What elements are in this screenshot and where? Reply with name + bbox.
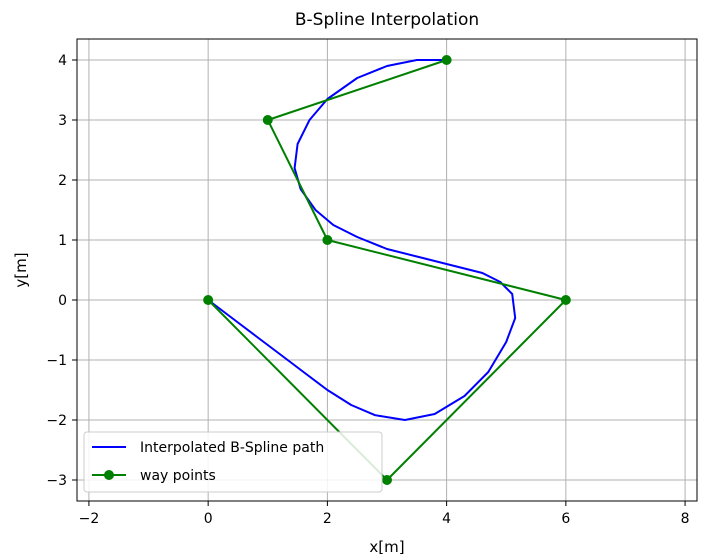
x-tick-label: 6: [561, 511, 570, 527]
grid: [77, 39, 697, 501]
y-tick-label: 2: [58, 173, 67, 189]
legend-box: [83, 431, 383, 493]
waypoint-marker: [382, 475, 392, 485]
waypoint-marker: [441, 55, 452, 65]
waypoint-marker: [322, 235, 333, 245]
x-tick-label: 0: [204, 511, 213, 527]
legend-entry-waypoints: way points: [140, 468, 216, 484]
legend-marker-waypoints: [104, 470, 114, 480]
waypoint-marker: [203, 295, 214, 305]
plot-frame: [76, 38, 698, 502]
waypoint-marker: [560, 295, 571, 305]
ticks: −2 0 2 4 6 8 −3 −2 −1 0 1 2 3 4: [46, 53, 689, 527]
waypoint-marker: [262, 115, 273, 125]
legend-entry-spline: Interpolated B-Spline path: [140, 440, 324, 456]
y-tick-label: −2: [46, 413, 67, 429]
y-tick-label: 3: [58, 113, 67, 129]
x-axis-label: x[m]: [369, 538, 404, 556]
y-axis-label: y[m]: [12, 252, 30, 287]
legend: Interpolated B-Spline path way points: [83, 431, 383, 493]
x-tick-label: 4: [442, 511, 451, 527]
x-tick-label: 2: [323, 511, 332, 527]
spline-path-line: [207, 59, 517, 421]
x-tick-label: −2: [79, 511, 100, 527]
x-tick-label: 8: [681, 511, 690, 527]
y-tick-label: −3: [46, 473, 67, 489]
y-tick-label: 1: [58, 233, 67, 249]
y-tick-label: −1: [46, 353, 67, 369]
chart-title: B-Spline Interpolation: [295, 10, 479, 30]
y-tick-label: 0: [58, 293, 67, 309]
y-tick-label: 4: [58, 53, 67, 69]
